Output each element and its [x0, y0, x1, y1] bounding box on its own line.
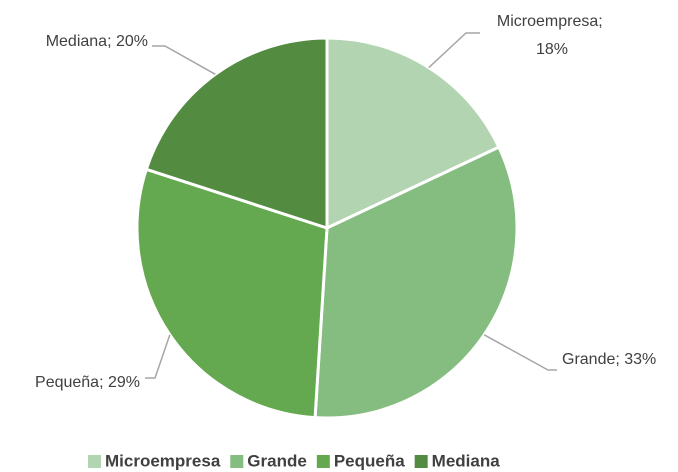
data-label: Mediana; 20% — [46, 33, 148, 50]
leader-line — [145, 334, 171, 379]
legend-swatch — [316, 455, 330, 468]
pie-slice — [325, 36, 501, 231]
pie-slice — [135, 167, 329, 420]
legend-label: Mediana — [432, 451, 501, 470]
data-label: Pequeña; 29% — [35, 374, 140, 391]
legend-swatch — [230, 455, 244, 468]
legend-swatch — [414, 455, 428, 468]
leader-line — [152, 45, 216, 75]
leader-line — [428, 32, 480, 69]
data-label: Grande; 33% — [562, 351, 656, 368]
pie-slice — [313, 145, 519, 420]
legend-label: Pequeña — [334, 451, 405, 470]
legend-label: Grande — [247, 451, 307, 470]
pie-slice — [144, 36, 329, 231]
leader-line — [483, 334, 557, 371]
label-line: Microempresa; — [497, 13, 607, 30]
data-label: Microempresa; 18% — [497, 13, 607, 58]
legend-label: Microempresa — [105, 451, 221, 470]
legend-swatch — [88, 455, 101, 468]
label-line: 18% — [536, 41, 568, 58]
